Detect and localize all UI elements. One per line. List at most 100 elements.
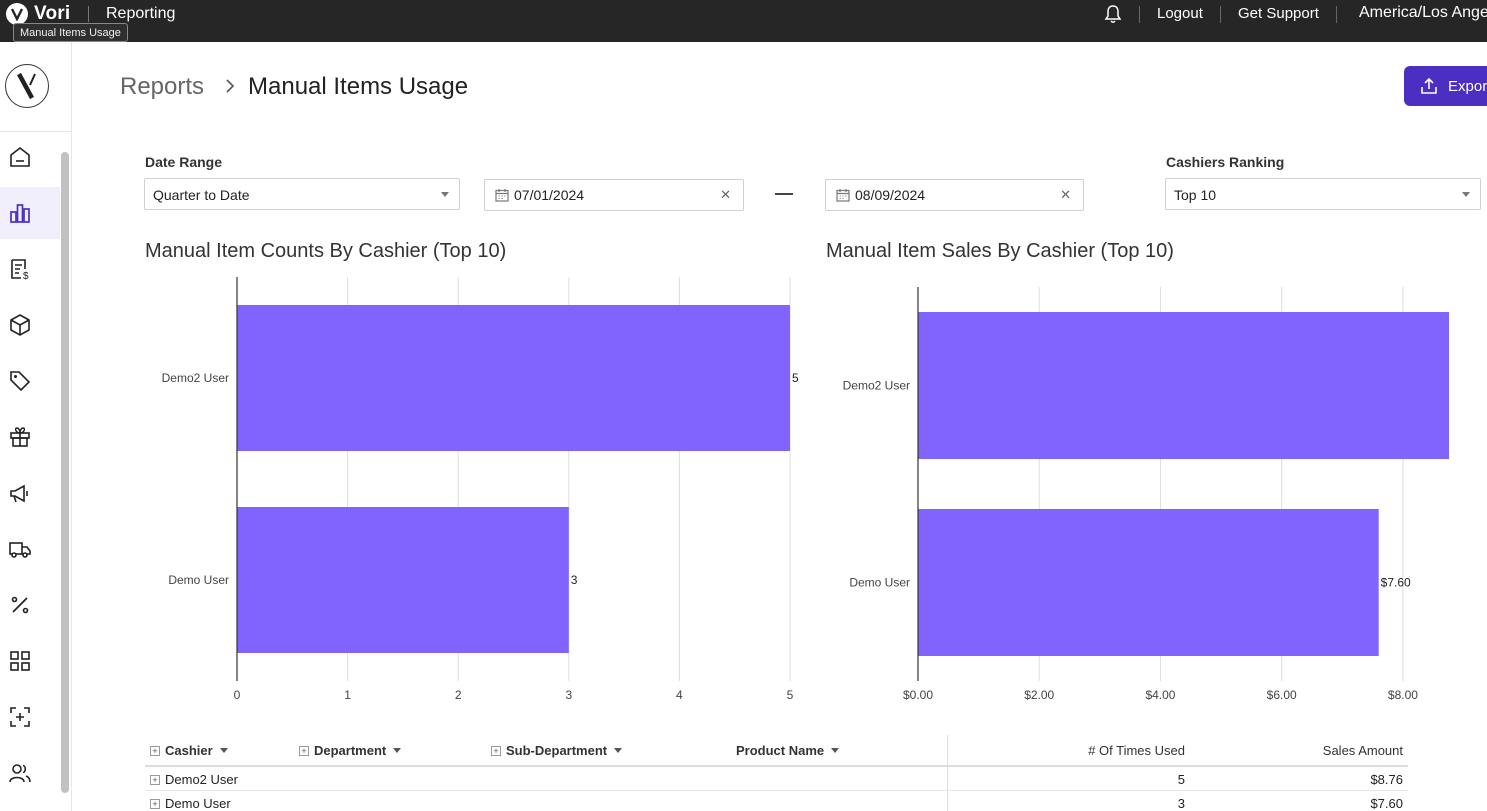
scan-icon (10, 707, 30, 727)
percent-icon (11, 596, 29, 614)
sidebar-item-gift-cards[interactable] (0, 411, 60, 463)
export-button[interactable]: Export (1404, 66, 1487, 106)
column-header-sales-amount[interactable]: Sales Amount (1322, 743, 1403, 758)
sales-bar-chart: $0.00 $2.00 $4.00 $6.00 $8.00 Demo2 User Demo … (843, 287, 1449, 702)
invoice-icon: $ (11, 259, 29, 281)
category-label: Demo User (168, 573, 229, 587)
expand-icon[interactable]: + (491, 745, 501, 756)
x-tick-label: 0 (234, 688, 241, 702)
expand-icon[interactable]: + (150, 745, 160, 756)
sort-caret-icon[interactable] (831, 748, 840, 753)
sort-caret-icon[interactable] (219, 748, 228, 753)
sidebar: $ (0, 42, 72, 811)
caret-down-icon (1462, 192, 1470, 197)
column-label: Sub-Department (506, 743, 608, 758)
column-header-department[interactable]: + Department (299, 743, 402, 758)
page-title: Manual Items Usage (248, 73, 469, 100)
sidebar-item-users[interactable] (0, 747, 60, 799)
x-tick-label: 1 (344, 688, 351, 702)
category-label: Demo2 User (162, 371, 229, 385)
column-header-cashier[interactable]: + Cashier (150, 743, 228, 758)
column-label: Cashier (165, 743, 213, 758)
gift-icon (10, 427, 30, 447)
store-logo-icon[interactable] (5, 64, 49, 108)
column-header-product-name[interactable]: Product Name (736, 743, 840, 758)
x-tick-label: 3 (565, 688, 572, 702)
data-label: 5 (792, 371, 799, 385)
expand-icon[interactable]: + (150, 774, 160, 785)
tag-icon (10, 371, 31, 392)
notifications-bell-icon[interactable] (1103, 4, 1123, 29)
table-row[interactable]: + Demo2 User 5 $8.76 (145, 767, 1408, 791)
vori-logo-icon (6, 3, 28, 25)
end-date-value: 08/09/2024 (855, 187, 926, 203)
column-header-sub-department[interactable]: + Sub-Department (491, 743, 623, 758)
clear-start-date-icon[interactable]: ✕ (720, 187, 731, 202)
cashiers-ranking-value: Top 10 (1174, 187, 1217, 203)
counts-bar-chart: 0 1 2 3 4 5 Demo2 User 5 Demo User 3 (162, 277, 799, 702)
column-header-times-used[interactable]: # Of Times Used (1088, 743, 1185, 758)
sales-chart-title: Manual Item Sales By Cashier (Top 10) (826, 240, 1174, 262)
reports-icon (10, 204, 30, 223)
bar (918, 312, 1449, 459)
counts-chart-title: Manual Item Counts By Cashier (Top 10) (145, 240, 507, 262)
sidebar-item-scan[interactable] (0, 691, 60, 743)
date-range-select[interactable]: Quarter to Date (144, 178, 460, 210)
start-date-value: 07/01/2024 (514, 187, 585, 203)
cashier-name: Demo2 User (165, 772, 238, 787)
end-date-input[interactable]: 08/09/2024 ✕ (825, 179, 1084, 211)
date-range-value: Quarter to Date (153, 187, 250, 203)
column-label: Department (314, 743, 387, 758)
brand[interactable]: Vori (6, 3, 70, 25)
get-support-link[interactable]: Get Support (1238, 5, 1319, 22)
clear-end-date-icon[interactable]: ✕ (1060, 187, 1071, 202)
sidebar-item-pricing[interactable] (0, 355, 60, 407)
app-title: Reporting (106, 5, 176, 22)
upload-icon (1421, 77, 1437, 94)
sidebar-item-reports[interactable] (0, 187, 60, 239)
timezone-label: America/Los Angeles (1359, 4, 1487, 21)
cashiers-ranking-select[interactable]: Top 10 (1165, 178, 1481, 210)
sidebar-item-invoices[interactable]: $ (0, 243, 60, 295)
expand-icon[interactable]: + (299, 745, 309, 756)
calendar-icon (495, 189, 509, 202)
data-label: $7.60 (1381, 576, 1411, 590)
expand-icon[interactable]: + (150, 798, 160, 809)
sort-caret-icon[interactable] (393, 748, 402, 753)
sort-caret-icon[interactable] (614, 748, 623, 753)
brand-divider (88, 6, 89, 22)
table-row[interactable]: + Demo User 3 $7.60 (145, 791, 1408, 811)
sidebar-item-apps[interactable] (0, 635, 60, 687)
sidebar-item-orders[interactable] (0, 523, 60, 575)
truck-icon (9, 542, 31, 558)
export-label: Export (1448, 77, 1487, 95)
sidebar-scrollbar[interactable] (61, 152, 69, 793)
times-used-cell: 3 (1177, 796, 1185, 811)
x-tick-label: 4 (676, 688, 683, 702)
sidebar-item-products[interactable] (0, 299, 60, 351)
tooltip: Manual Items Usage (13, 23, 128, 42)
topbar-divider (1139, 6, 1140, 23)
start-date-input[interactable]: 07/01/2024 ✕ (484, 179, 744, 211)
x-tick-label: $6.00 (1267, 688, 1297, 702)
box-icon (10, 314, 30, 336)
category-label: Demo User (849, 576, 910, 590)
logout-link[interactable]: Logout (1157, 5, 1203, 22)
topbar-divider (1336, 6, 1337, 23)
x-tick-label: $0.00 (903, 688, 933, 702)
grid-icon (10, 651, 30, 671)
timezone-selector[interactable]: America/Los Angeles (1354, 4, 1487, 22)
megaphone-icon (10, 484, 28, 503)
x-tick-label: 5 (787, 688, 794, 702)
column-label: Product Name (736, 743, 825, 758)
top-bar: Vori Reporting Logout Get Support Americ… (0, 0, 1487, 42)
category-label: Demo2 User (843, 379, 910, 393)
sidebar-item-marketing[interactable] (0, 467, 60, 519)
bar (918, 509, 1379, 656)
breadcrumb-reports[interactable]: Reports (120, 73, 205, 100)
x-tick-label: 2 (455, 688, 462, 702)
users-icon (9, 764, 31, 783)
caret-down-icon (441, 192, 449, 197)
sidebar-item-promotions[interactable] (0, 579, 60, 631)
sidebar-item-home[interactable] (0, 131, 60, 183)
